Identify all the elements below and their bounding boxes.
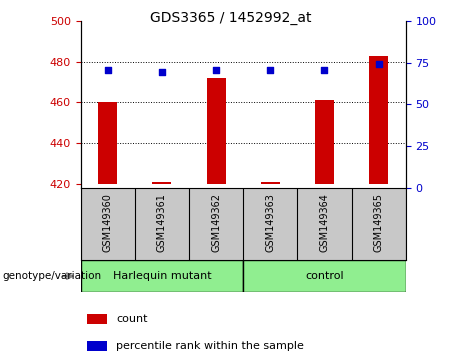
Text: GSM149361: GSM149361 xyxy=(157,193,167,252)
Text: count: count xyxy=(117,314,148,324)
Point xyxy=(266,67,274,73)
Text: GSM149364: GSM149364 xyxy=(319,193,330,252)
Point xyxy=(158,69,165,75)
Point xyxy=(375,61,382,67)
Point xyxy=(104,67,112,73)
Text: GSM149360: GSM149360 xyxy=(103,193,113,252)
Text: control: control xyxy=(305,271,344,281)
Text: percentile rank within the sample: percentile rank within the sample xyxy=(117,341,304,351)
Bar xyxy=(315,101,334,184)
Text: GSM149365: GSM149365 xyxy=(373,193,384,252)
Text: Harlequin mutant: Harlequin mutant xyxy=(112,271,211,281)
Bar xyxy=(87,314,106,324)
Bar xyxy=(153,182,171,184)
Bar xyxy=(261,182,280,184)
Text: genotype/variation: genotype/variation xyxy=(2,271,101,281)
Bar xyxy=(98,102,117,184)
FancyBboxPatch shape xyxy=(81,260,243,292)
FancyBboxPatch shape xyxy=(243,260,406,292)
Bar xyxy=(369,56,388,184)
Point xyxy=(213,67,220,73)
Bar xyxy=(87,341,106,351)
Text: GSM149362: GSM149362 xyxy=(211,193,221,252)
Point xyxy=(321,67,328,73)
Text: GSM149363: GSM149363 xyxy=(265,193,275,252)
Bar xyxy=(207,78,225,184)
Text: GDS3365 / 1452992_at: GDS3365 / 1452992_at xyxy=(150,11,311,25)
